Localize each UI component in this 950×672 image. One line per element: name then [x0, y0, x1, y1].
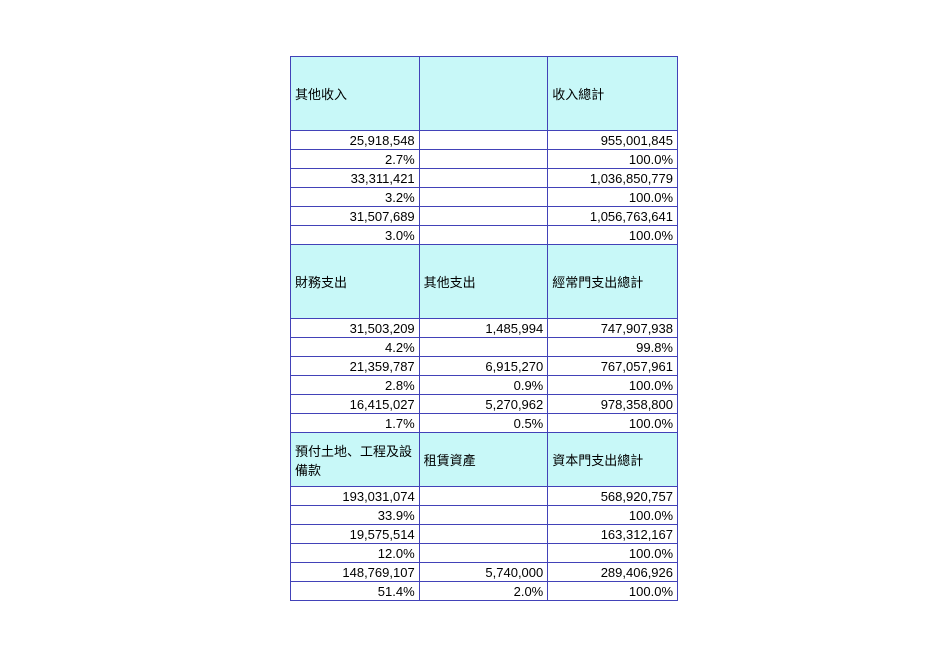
cell: 1,056,763,641 — [548, 207, 678, 226]
cell: 0.9% — [419, 376, 548, 395]
cell: 12.0% — [291, 544, 420, 563]
cell — [419, 188, 548, 207]
cell — [419, 544, 548, 563]
cell — [419, 131, 548, 150]
header-income-blank — [419, 57, 548, 131]
cell: 1,485,994 — [419, 319, 548, 338]
cell: 747,907,938 — [548, 319, 678, 338]
cell: 100.0% — [548, 544, 678, 563]
cell: 193,031,074 — [291, 487, 420, 506]
cell — [419, 525, 548, 544]
header-exp-other: 其他支出 — [419, 245, 548, 319]
cell: 0.5% — [419, 414, 548, 433]
cell: 16,415,027 — [291, 395, 420, 414]
cell: 289,406,926 — [548, 563, 678, 582]
cell — [419, 169, 548, 188]
cell: 163,312,167 — [548, 525, 678, 544]
cell: 1,036,850,779 — [548, 169, 678, 188]
cell — [419, 506, 548, 525]
header-exp-finance: 財務支出 — [291, 245, 420, 319]
cell: 2.7% — [291, 150, 420, 169]
cell: 4.2% — [291, 338, 420, 357]
cell: 100.0% — [548, 414, 678, 433]
cell: 100.0% — [548, 226, 678, 245]
cell: 31,507,689 — [291, 207, 420, 226]
cell: 100.0% — [548, 376, 678, 395]
cell: 3.2% — [291, 188, 420, 207]
cell: 100.0% — [548, 506, 678, 525]
cell: 19,575,514 — [291, 525, 420, 544]
header-cap-total: 資本門支出總計 — [548, 433, 678, 487]
cell: 568,920,757 — [548, 487, 678, 506]
cell: 5,740,000 — [419, 563, 548, 582]
cell: 148,769,107 — [291, 563, 420, 582]
header-income-other: 其他收入 — [291, 57, 420, 131]
cell: 2.8% — [291, 376, 420, 395]
header-cap-prepaid: 預付土地、工程及設備款 — [291, 433, 420, 487]
cell: 3.0% — [291, 226, 420, 245]
cell: 767,057,961 — [548, 357, 678, 376]
cell: 51.4% — [291, 582, 420, 601]
cell: 33,311,421 — [291, 169, 420, 188]
cell: 100.0% — [548, 150, 678, 169]
cell: 33.9% — [291, 506, 420, 525]
cell: 100.0% — [548, 188, 678, 207]
header-cap-lease: 租賃資產 — [419, 433, 548, 487]
cell — [419, 338, 548, 357]
cell: 978,358,800 — [548, 395, 678, 414]
financial-table: 其他收入 收入總計 25,918,548 955,001,845 2.7% 100.… — [290, 56, 678, 601]
cell: 2.0% — [419, 582, 548, 601]
cell: 99.8% — [548, 338, 678, 357]
header-exp-recurring: 經常門支出總計 — [548, 245, 678, 319]
cell — [419, 150, 548, 169]
header-income-total: 收入總計 — [548, 57, 678, 131]
cell — [419, 226, 548, 245]
cell: 1.7% — [291, 414, 420, 433]
cell: 31,503,209 — [291, 319, 420, 338]
cell — [419, 207, 548, 226]
cell — [419, 487, 548, 506]
cell: 5,270,962 — [419, 395, 548, 414]
cell: 25,918,548 — [291, 131, 420, 150]
cell: 21,359,787 — [291, 357, 420, 376]
cell: 100.0% — [548, 582, 678, 601]
cell: 6,915,270 — [419, 357, 548, 376]
cell: 955,001,845 — [548, 131, 678, 150]
